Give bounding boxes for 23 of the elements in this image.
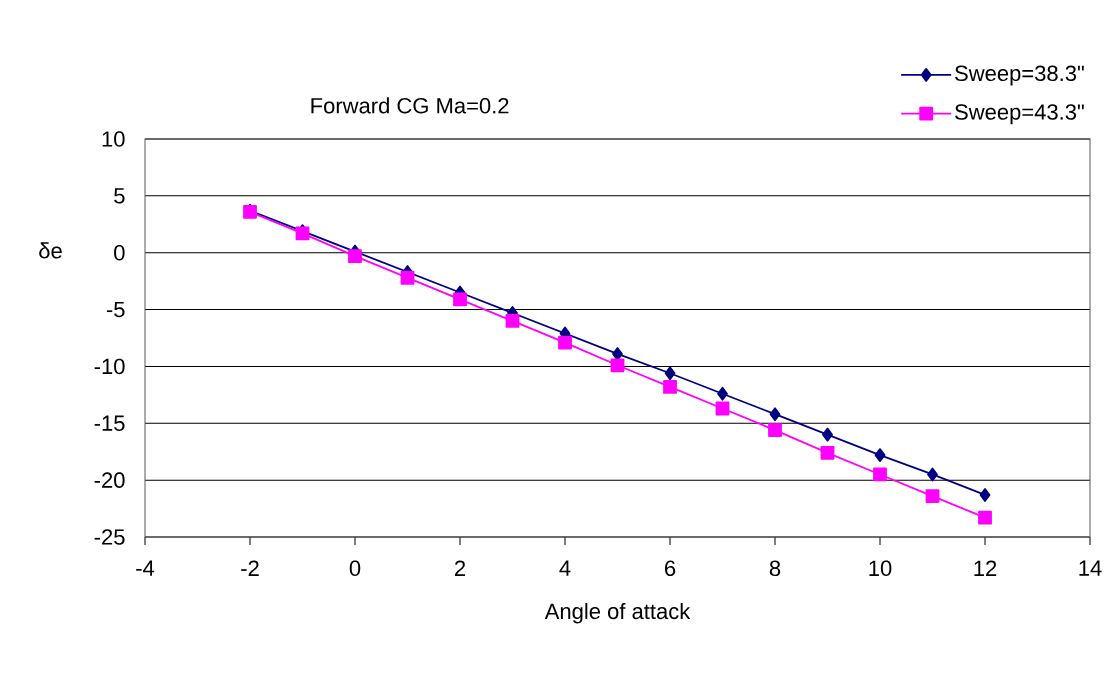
- x-tick-label: 10: [869, 560, 892, 577]
- y-tick-label: 10: [102, 131, 125, 147]
- y-tick-label: -15: [94, 415, 125, 431]
- x-tick-label: 8: [769, 560, 781, 577]
- x-tick-label: 14: [1079, 560, 1102, 576]
- x-tick-label: 2: [455, 560, 466, 576]
- y-tick-label: -10: [94, 358, 125, 375]
- x-tick-label: 4: [559, 560, 571, 576]
- x-tick-label: 6: [665, 560, 676, 577]
- y-tick-label: -25: [94, 529, 125, 545]
- x-axis-title: Angle of attack: [544, 602, 691, 624]
- legend-label: Sweep=43.3": [955, 104, 1084, 125]
- chart-title: Forward CG Ma=0.2: [311, 97, 509, 114]
- y-tick-label: 5: [114, 188, 125, 204]
- x-tick-label: 0: [349, 560, 361, 577]
- legend-label: Sweep=38.3": [955, 65, 1084, 86]
- x-tick-label: -2: [241, 560, 259, 576]
- y-tick-label: -20: [94, 472, 125, 488]
- y-tick-label: 0: [114, 244, 125, 261]
- x-tick-label: -4: [136, 560, 155, 576]
- x-tick-label: 12: [974, 560, 997, 576]
- y-axis-title: δe: [39, 242, 62, 259]
- y-tick-label: -5: [106, 301, 125, 318]
